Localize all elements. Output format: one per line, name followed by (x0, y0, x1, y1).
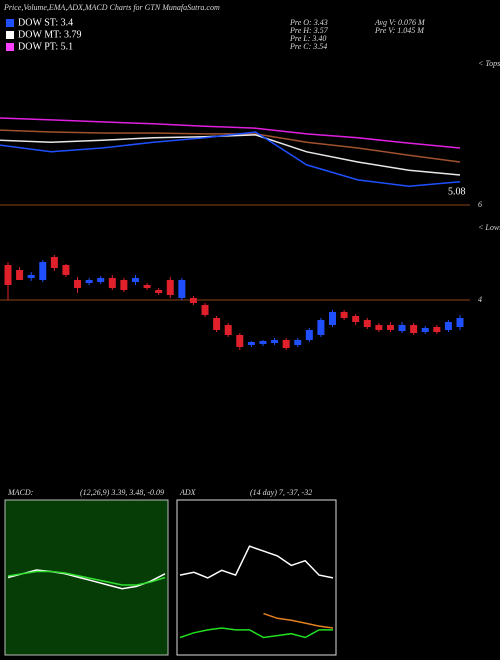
adx-panel (176, 499, 337, 656)
panel-subtitle: (14 day) 7, -37, -32 (250, 488, 312, 497)
candle-body (39, 262, 47, 280)
info-text: Pre O: 3.43 (289, 18, 328, 27)
candle-body (398, 325, 406, 331)
panel-subtitle: (12,26,9) 3.39, 3.48, -0.09 (80, 488, 164, 497)
candle-body (340, 312, 348, 318)
series-line (0, 117, 461, 149)
info-text: Pre C: 3.54 (289, 42, 327, 51)
candle-body (4, 265, 12, 285)
info-text: Pre H: 3.57 (289, 26, 329, 35)
annotation: < Lows (478, 223, 500, 232)
legend-label: DOW PT: 5.1 (18, 41, 73, 52)
series-line (179, 545, 334, 579)
candle-body (50, 257, 58, 268)
panel-title: ADX (179, 488, 197, 497)
candle-body (62, 265, 70, 275)
series-line (7, 570, 166, 586)
candle-body (444, 322, 452, 330)
candle-body (421, 328, 429, 332)
candle-body (305, 330, 313, 340)
legend-swatch (6, 31, 14, 39)
candle-body (352, 316, 360, 322)
candle-body (456, 318, 464, 327)
candle-body (224, 325, 232, 335)
candle-body (271, 340, 279, 343)
candle-body (317, 320, 325, 335)
series-line (0, 131, 461, 187)
candle-body (131, 278, 139, 282)
candle-body (97, 278, 105, 282)
page-header: Price,Volume,EMA,ADX,MACD Charts for GTN… (3, 3, 220, 12)
candle-body (120, 280, 128, 290)
candle-body (166, 280, 174, 295)
legend-swatch (6, 19, 14, 27)
candle-body (410, 325, 418, 333)
candle-body (108, 278, 116, 288)
candle-body (363, 320, 371, 327)
candle-body (155, 290, 163, 293)
candle-body (189, 298, 197, 303)
series-line (263, 612, 334, 629)
panel-title: MACD: (7, 488, 34, 497)
annotation: 5.08 (448, 186, 466, 197)
y-tick-label: 6 (478, 200, 482, 209)
series-line (179, 627, 333, 639)
series-line (7, 569, 166, 590)
candle-body (294, 340, 302, 345)
candle-body (259, 341, 267, 344)
info-text: Pre L: 3.40 (289, 34, 326, 43)
candle-body (16, 270, 24, 280)
annotation: < Tops (478, 59, 500, 68)
candle-body (236, 335, 244, 347)
candle-body (247, 342, 255, 345)
candle-body (213, 318, 221, 330)
candle-body (178, 280, 186, 298)
candle-body (433, 327, 441, 332)
legend-swatch (6, 43, 14, 51)
candle-body (74, 280, 82, 288)
legend-label: DOW ST: 3.4 (18, 17, 73, 28)
series-line (0, 129, 461, 163)
info-text: Pre V: 1.045 M (374, 26, 425, 35)
candle-body (329, 312, 337, 325)
candle-body (27, 275, 35, 278)
candle-body (375, 325, 383, 330)
candle-body (386, 325, 394, 330)
candle-body (201, 305, 209, 315)
legend-label: DOW MT: 3.79 (18, 29, 81, 40)
candle-body (143, 285, 151, 288)
series-line (0, 134, 461, 176)
info-text: Avg V: 0.076 M (374, 18, 426, 27)
candle-body (282, 340, 290, 348)
y-tick-label: 4 (478, 295, 482, 304)
candle-body (85, 280, 93, 283)
